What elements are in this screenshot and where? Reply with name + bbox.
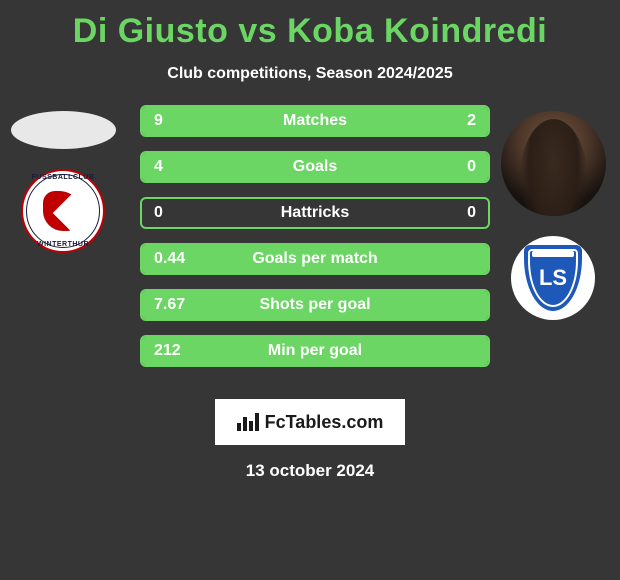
stat-value-right: 0 [467, 204, 476, 222]
stat-label: Shots per goal [142, 296, 488, 314]
stat-label: Goals [142, 158, 488, 176]
brand-badge: FcTables.com [215, 399, 405, 445]
stat-row: 0.44Goals per match [140, 243, 490, 275]
placeholder-avatar-icon [11, 111, 116, 149]
footer-date: 13 october 2024 [0, 461, 620, 481]
left-player-column: FUSSBALLCLUB WINTERTHUR [8, 111, 118, 253]
stat-label: Matches [142, 112, 488, 130]
stats-bars: 9Matches24Goals00Hattricks00.44Goals per… [140, 105, 490, 381]
chart-icon [237, 413, 259, 431]
stat-value-right: 2 [467, 112, 476, 130]
right-player-column: LS [498, 111, 608, 320]
club-logo-top-text: FUSSBALLCLUB [32, 174, 95, 181]
page-title: Di Giusto vs Koba Koindredi [0, 0, 620, 51]
lausanne-logo-icon: LS [511, 236, 595, 320]
winterthur-logo-icon: FUSSBALLCLUB WINTERTHUR [21, 169, 105, 253]
stat-row: 212Min per goal [140, 335, 490, 367]
club-logo-bottom-text: WINTERTHUR [37, 241, 89, 248]
stat-row: 9Matches2 [140, 105, 490, 137]
player-avatar-icon [501, 111, 606, 216]
stat-label: Hattricks [142, 204, 488, 222]
stat-label: Min per goal [142, 342, 488, 360]
page-subtitle: Club competitions, Season 2024/2025 [0, 65, 620, 83]
stat-value-right: 0 [467, 158, 476, 176]
stat-row: 0Hattricks0 [140, 197, 490, 229]
stat-row: 7.67Shots per goal [140, 289, 490, 321]
comparison-content: FUSSBALLCLUB WINTERTHUR LS 9Matches24Goa… [0, 111, 620, 391]
stat-label: Goals per match [142, 250, 488, 268]
stat-row: 4Goals0 [140, 151, 490, 183]
brand-text: FcTables.com [265, 412, 384, 433]
club-logo-letters: LS [539, 265, 567, 291]
